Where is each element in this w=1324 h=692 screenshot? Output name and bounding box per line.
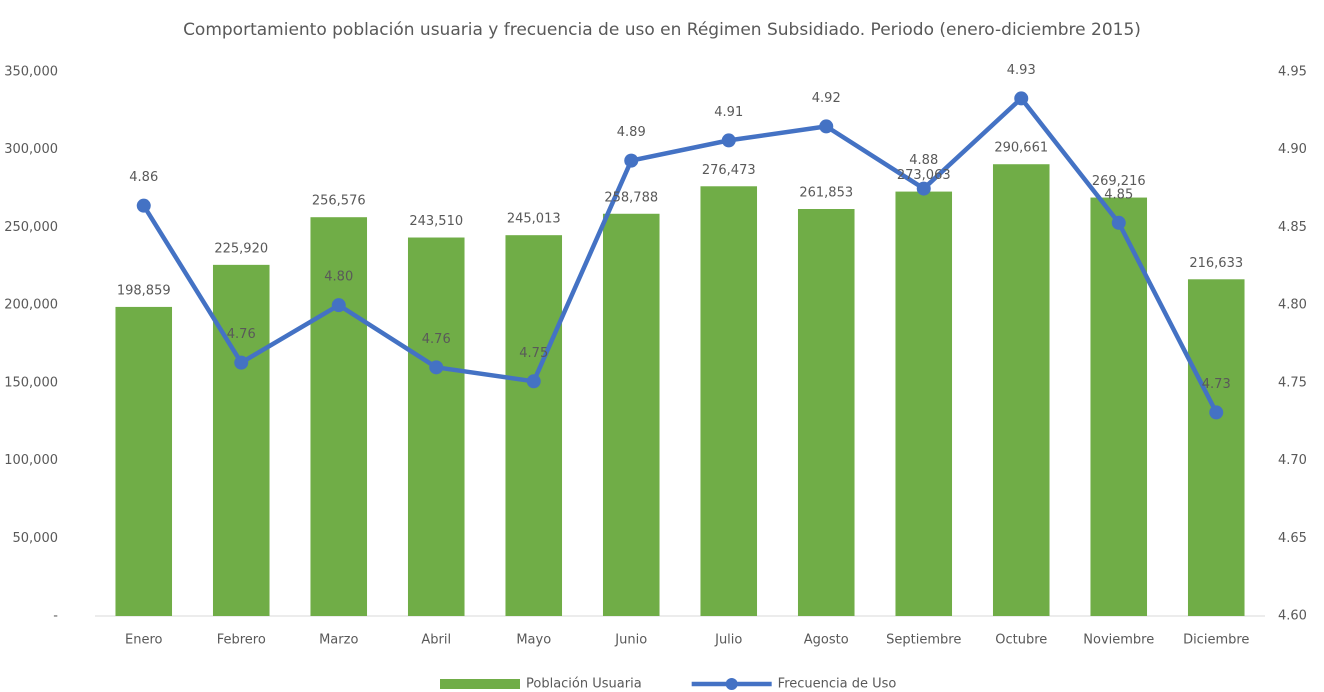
legend-swatch bbox=[440, 679, 520, 689]
bar bbox=[797, 209, 855, 616]
y2-tick-label: 4.65 bbox=[1278, 531, 1307, 546]
x-tick-label: Enero bbox=[125, 633, 163, 648]
line-label: 4.91 bbox=[714, 105, 743, 120]
bar bbox=[407, 237, 465, 617]
line-marker bbox=[721, 133, 736, 148]
bar-label: 273,063 bbox=[897, 168, 951, 183]
y-tick-label: 300,000 bbox=[4, 142, 58, 157]
x-tick-label: Noviembre bbox=[1083, 633, 1154, 648]
bar-label: 290,661 bbox=[994, 141, 1048, 156]
bar-label: 216,633 bbox=[1189, 256, 1243, 271]
line-label: 4.73 bbox=[1202, 377, 1231, 392]
y-tick-label: 250,000 bbox=[4, 220, 58, 235]
x-tick-label: Febrero bbox=[217, 633, 266, 648]
x-tick-label: Mayo bbox=[516, 633, 551, 648]
y-tick-label: 50,000 bbox=[13, 531, 59, 546]
line-label: 4.80 bbox=[324, 270, 353, 285]
bar bbox=[602, 213, 660, 616]
legend-label: Población Usuaria bbox=[526, 677, 642, 692]
line-marker bbox=[916, 181, 931, 196]
line-marker bbox=[331, 298, 346, 313]
line-label: 4.75 bbox=[519, 346, 548, 361]
line-marker bbox=[1209, 405, 1224, 420]
y2-tick-label: 4.95 bbox=[1278, 65, 1307, 80]
line-marker bbox=[526, 374, 541, 389]
bar-label: 256,576 bbox=[312, 194, 366, 209]
y-tick-label: 200,000 bbox=[4, 298, 58, 313]
x-tick-label: Agosto bbox=[804, 633, 849, 648]
y2-tick-label: 4.60 bbox=[1278, 609, 1307, 624]
legend-marker bbox=[725, 678, 738, 690]
line-label: 4.86 bbox=[129, 170, 158, 185]
x-tick-label: Julio bbox=[714, 633, 742, 648]
bar bbox=[895, 191, 953, 616]
x-tick-label: Junio bbox=[614, 633, 647, 648]
bar bbox=[992, 164, 1050, 616]
line-label: 4.93 bbox=[1007, 63, 1036, 78]
line bbox=[141, 96, 1219, 414]
y-tick-label: 100,000 bbox=[4, 453, 58, 468]
y2-tick-label: 4.70 bbox=[1278, 453, 1307, 468]
bar bbox=[505, 235, 563, 616]
x-tick-label: Marzo bbox=[319, 633, 358, 648]
bar bbox=[212, 264, 270, 616]
y2-tick-label: 4.80 bbox=[1278, 298, 1307, 313]
line-label: 4.88 bbox=[909, 153, 938, 168]
bar bbox=[700, 186, 758, 616]
bar-label: 245,013 bbox=[507, 212, 561, 227]
x-tick-label: Abril bbox=[421, 633, 451, 648]
bar bbox=[115, 306, 173, 616]
legend-label: Frecuencia de Uso bbox=[778, 677, 897, 692]
bar-label: 243,510 bbox=[409, 214, 463, 229]
line-label: 4.92 bbox=[812, 91, 841, 106]
line-label: 4.85 bbox=[1104, 187, 1133, 202]
y-tick-label: 150,000 bbox=[4, 375, 58, 390]
y2-tick-label: 4.75 bbox=[1278, 375, 1307, 390]
line-label: 4.76 bbox=[422, 332, 451, 347]
bar bbox=[1090, 197, 1148, 617]
line-marker bbox=[429, 360, 444, 375]
x-tick-label: Septiembre bbox=[886, 633, 961, 648]
bar-label: 261,853 bbox=[799, 186, 853, 201]
line-marker bbox=[1111, 215, 1126, 230]
bar-label: 276,473 bbox=[702, 163, 756, 178]
bar-label: 269,216 bbox=[1092, 174, 1146, 189]
y-tick-label: 350,000 bbox=[4, 65, 58, 80]
bar-label: 198,859 bbox=[117, 283, 171, 298]
line-marker bbox=[624, 153, 639, 168]
line-marker bbox=[1014, 91, 1029, 106]
line-marker bbox=[819, 119, 834, 134]
x-tick-label: Octubre bbox=[995, 633, 1047, 648]
bar-label: 258,788 bbox=[604, 190, 658, 205]
bar-label: 225,920 bbox=[214, 241, 268, 256]
y2-tick-label: 4.85 bbox=[1278, 220, 1307, 235]
line-label: 4.76 bbox=[227, 327, 256, 342]
bar bbox=[310, 217, 368, 617]
bar bbox=[1187, 279, 1245, 616]
line-marker bbox=[136, 198, 151, 213]
chart-title: Comportamiento población usuaria y frecu… bbox=[183, 20, 1141, 40]
line-label: 4.89 bbox=[617, 125, 646, 140]
y2-tick-label: 4.90 bbox=[1278, 142, 1307, 157]
x-tick-label: Diciembre bbox=[1183, 633, 1249, 648]
y-tick-label: - bbox=[53, 609, 58, 624]
line-marker bbox=[234, 355, 249, 370]
